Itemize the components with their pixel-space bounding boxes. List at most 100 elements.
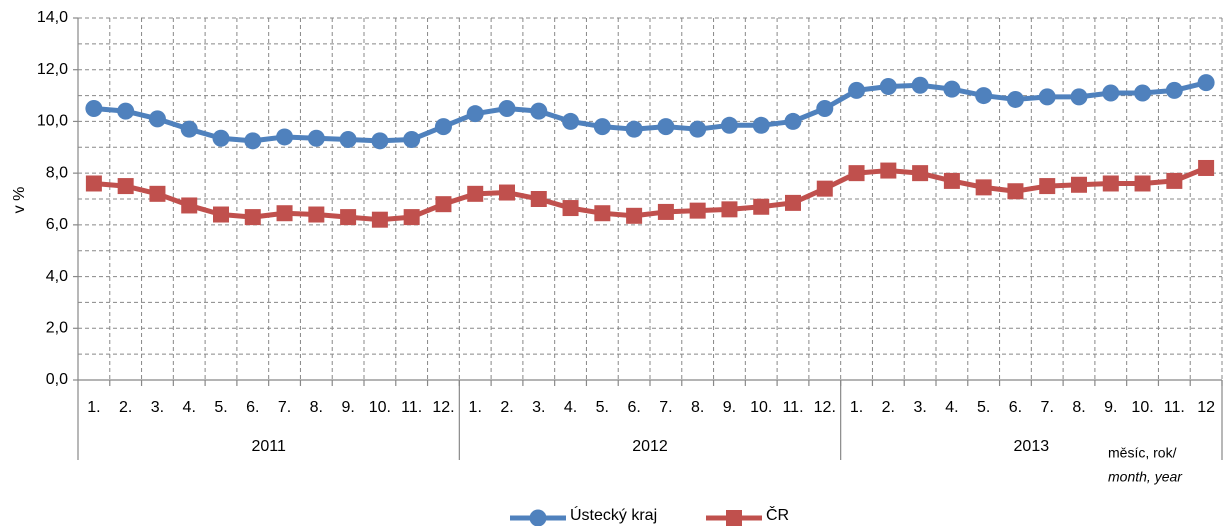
x-tick-label: 7. bbox=[659, 399, 672, 416]
point bbox=[498, 100, 516, 117]
point bbox=[657, 203, 674, 220]
legend-label: Ústecký kraj bbox=[570, 505, 657, 524]
x-tick-label: 11. bbox=[401, 399, 422, 416]
x-tick-label: 5. bbox=[214, 399, 227, 416]
point bbox=[784, 112, 802, 130]
x-tick-label: 2. bbox=[500, 399, 513, 416]
x-axis-label-en: month, year bbox=[1108, 469, 1183, 485]
legend-marker bbox=[529, 509, 547, 526]
x-tick-label: 10. bbox=[1131, 399, 1153, 416]
point bbox=[1071, 176, 1087, 193]
legend-marker bbox=[726, 510, 742, 526]
point bbox=[1102, 84, 1120, 102]
point bbox=[912, 165, 929, 182]
point bbox=[1070, 88, 1088, 106]
y-tick-label: 14,0 bbox=[37, 9, 68, 26]
point bbox=[753, 198, 770, 215]
x-tick-label: 3. bbox=[532, 399, 545, 416]
point bbox=[943, 172, 960, 189]
x-tick-label: 9. bbox=[723, 399, 736, 416]
point bbox=[276, 128, 294, 146]
x-tick-label: 6. bbox=[246, 399, 259, 416]
y-tick-label: 12,0 bbox=[37, 61, 68, 78]
x-tick-label: 1. bbox=[469, 399, 482, 416]
point bbox=[626, 207, 643, 224]
point bbox=[1006, 90, 1024, 108]
point bbox=[1102, 175, 1119, 192]
point bbox=[213, 206, 229, 223]
point bbox=[339, 131, 357, 149]
point bbox=[1197, 74, 1215, 92]
x-tick-label: 4. bbox=[183, 399, 196, 416]
y-axis-label: v % bbox=[11, 187, 28, 214]
point bbox=[689, 120, 707, 138]
x-tick-label: 8. bbox=[310, 399, 323, 416]
y-tick-label: 8,0 bbox=[46, 164, 68, 181]
point bbox=[180, 120, 198, 138]
x-tick-label: 11. bbox=[1164, 399, 1185, 416]
x-tick-label: 6. bbox=[627, 399, 640, 416]
point bbox=[1038, 88, 1056, 106]
point bbox=[880, 162, 897, 179]
point bbox=[1134, 84, 1152, 102]
point bbox=[943, 80, 961, 98]
x-tick-label: 11. bbox=[782, 399, 803, 416]
x-tick-label: 5. bbox=[977, 399, 990, 416]
point bbox=[244, 209, 261, 226]
point bbox=[848, 165, 865, 182]
point bbox=[149, 185, 166, 202]
point bbox=[403, 131, 421, 149]
x-tick-label: 9. bbox=[1104, 399, 1117, 416]
legend-label: ČR bbox=[766, 505, 789, 524]
point bbox=[181, 197, 198, 214]
x-tick-label: 8. bbox=[1072, 399, 1085, 416]
x-tick-label: 6. bbox=[1009, 399, 1022, 416]
point bbox=[975, 179, 992, 196]
point bbox=[720, 116, 738, 134]
x-tick-label: 2. bbox=[119, 399, 132, 416]
x-tick-label: 5. bbox=[596, 399, 609, 416]
point bbox=[625, 120, 643, 138]
x-tick-label: 7. bbox=[1041, 399, 1054, 416]
year-label: 2011 bbox=[251, 438, 286, 455]
point bbox=[117, 178, 134, 195]
point bbox=[530, 191, 547, 207]
point bbox=[212, 129, 230, 147]
x-axis-label: měsíc, rok/ bbox=[1108, 445, 1177, 461]
point bbox=[403, 209, 420, 226]
point bbox=[816, 180, 833, 197]
point bbox=[721, 201, 738, 218]
x-tick-label: 2. bbox=[882, 399, 895, 416]
point bbox=[911, 76, 929, 94]
point bbox=[307, 129, 325, 147]
point bbox=[1166, 172, 1183, 189]
x-tick-label: 1. bbox=[850, 399, 863, 416]
point bbox=[848, 81, 866, 99]
point bbox=[594, 205, 611, 222]
point bbox=[499, 184, 515, 201]
point bbox=[879, 78, 897, 96]
point bbox=[562, 200, 579, 217]
point bbox=[562, 112, 580, 130]
y-tick-label: 4,0 bbox=[46, 268, 68, 285]
x-tick-label: 4. bbox=[564, 399, 577, 416]
x-tick-label: 7. bbox=[278, 399, 291, 416]
point bbox=[466, 105, 484, 123]
y-tick-label: 2,0 bbox=[46, 320, 68, 337]
point bbox=[1039, 178, 1056, 195]
point bbox=[276, 205, 293, 222]
point bbox=[593, 118, 611, 136]
point bbox=[308, 206, 325, 223]
point bbox=[657, 118, 675, 136]
x-tick-label: 9. bbox=[341, 399, 354, 416]
point bbox=[785, 194, 801, 211]
y-tick-label: 10,0 bbox=[37, 113, 68, 130]
year-label: 2012 bbox=[632, 438, 668, 455]
x-tick-label: 8. bbox=[691, 399, 704, 416]
point bbox=[117, 102, 135, 120]
point bbox=[752, 116, 770, 134]
point bbox=[467, 185, 484, 202]
x-tick-label: 12. bbox=[432, 399, 454, 416]
year-label: 2013 bbox=[1014, 438, 1050, 455]
x-tick-label: 10. bbox=[369, 399, 391, 416]
